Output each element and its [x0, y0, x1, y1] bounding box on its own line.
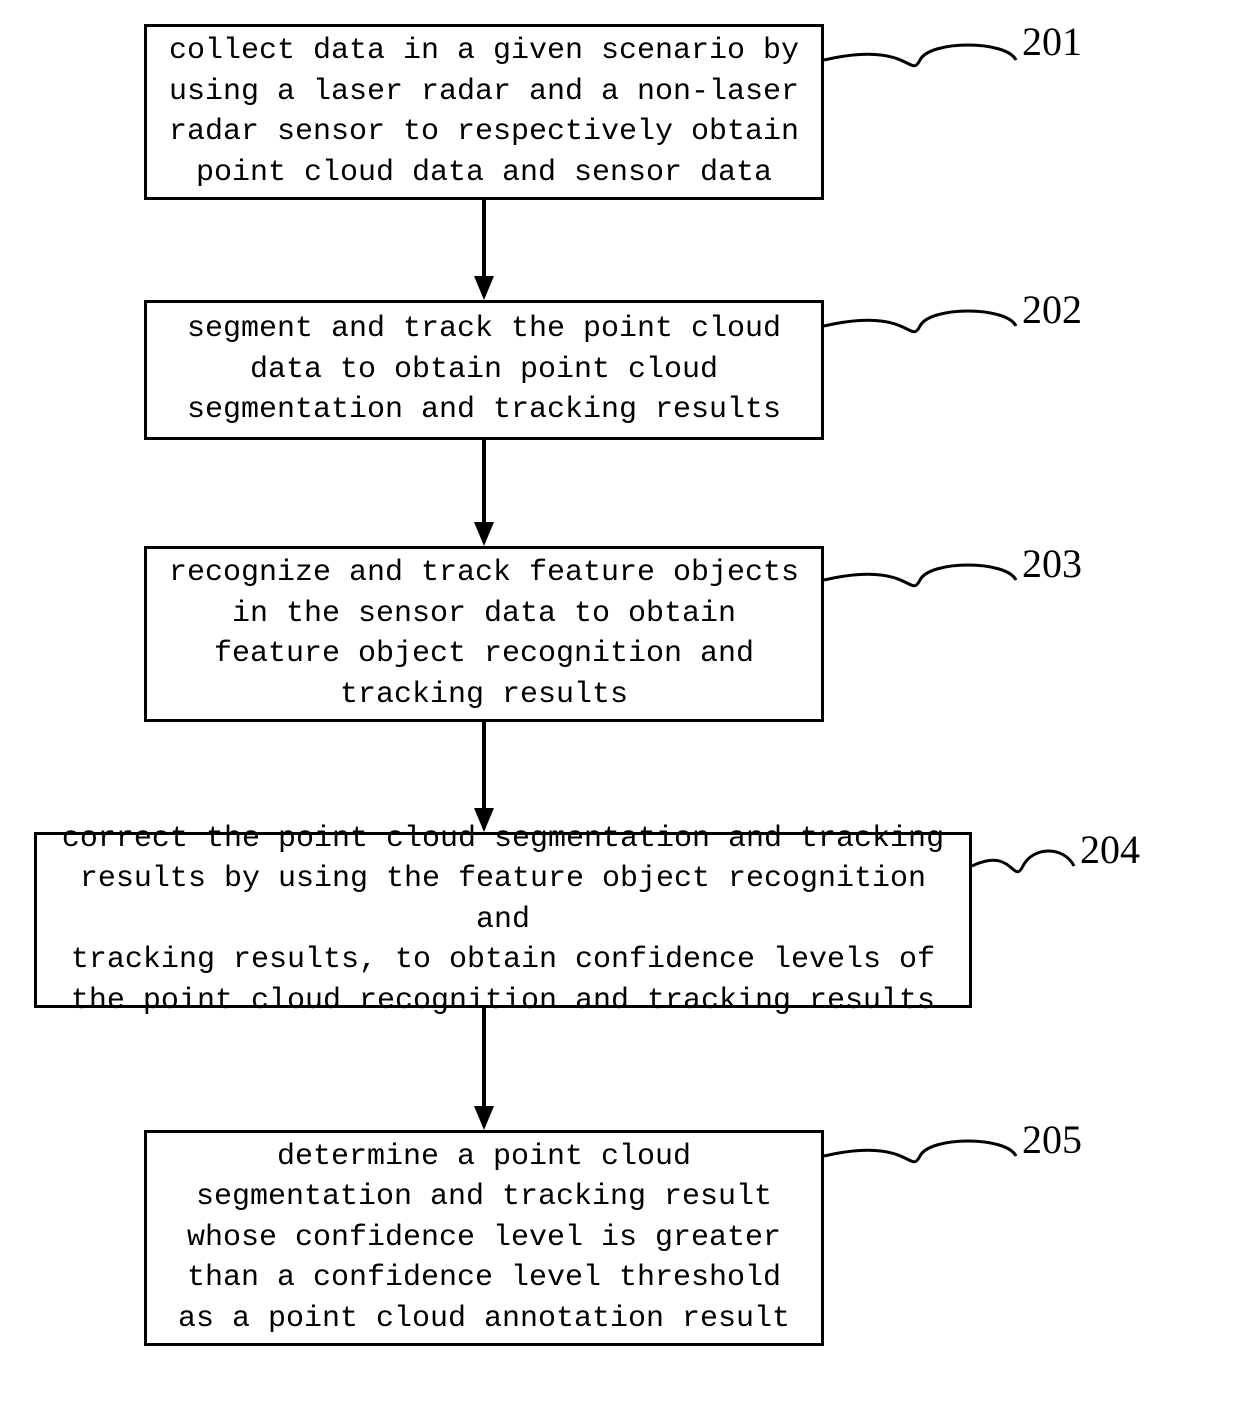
step-number-label: 205: [1022, 1116, 1082, 1163]
flowchart-node: correct the point cloud segmentation and…: [34, 832, 972, 1008]
flowchart-node-text: determine a point cloud segmentation and…: [178, 1137, 790, 1340]
step-number-label: 202: [1022, 286, 1082, 333]
step-number-label: 203: [1022, 540, 1082, 587]
flowchart-node: determine a point cloud segmentation and…: [144, 1130, 824, 1346]
callout-connector: [819, 296, 1021, 356]
flowchart-node-text: correct the point cloud segmentation and…: [47, 819, 959, 1022]
flowchart-node-text: collect data in a given scenario by usin…: [169, 31, 799, 193]
callout-connector: [819, 550, 1021, 610]
callout-connector: [819, 30, 1021, 90]
flowchart-node-text: recognize and track feature objects in t…: [169, 553, 799, 715]
step-number-label: 201: [1022, 18, 1082, 65]
callout-connector: [819, 1126, 1021, 1186]
flowchart-node-text: segment and track the point cloud data t…: [187, 309, 781, 431]
flowchart-node: recognize and track feature objects in t…: [144, 546, 824, 722]
flowchart-node: segment and track the point cloud data t…: [144, 300, 824, 440]
callout-connector: [967, 836, 1079, 896]
flowchart-node: collect data in a given scenario by usin…: [144, 24, 824, 200]
step-number-label: 204: [1080, 826, 1140, 873]
